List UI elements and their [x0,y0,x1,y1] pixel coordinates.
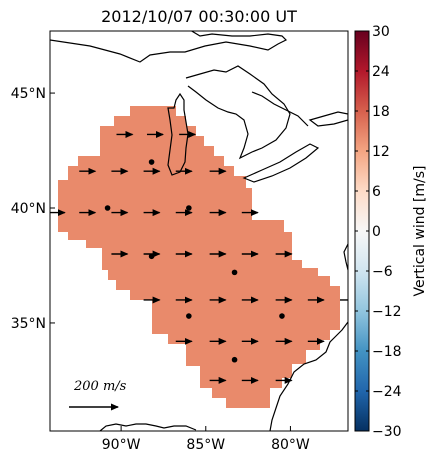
colorbar-tick-label: −18 [372,344,402,360]
map-area: 200 m/s [50,31,348,431]
station-marker [186,313,192,319]
station-marker [186,205,192,211]
colorbar-tick-label: −24 [372,384,402,400]
lat-tick-label: 45°N [11,86,46,102]
lat-tick-label: 35°N [11,316,46,332]
lake-superior-outline [50,31,288,63]
station-marker [231,356,238,363]
lake-michigan-outline [167,92,189,176]
colorbar-tick-label: 18 [372,104,390,120]
lon-tick-label: 85°W [186,437,225,453]
colorbar-tick-label: −12 [372,304,402,320]
lake-erie-outline [242,143,320,183]
map-frame [49,30,349,432]
lat-tick-label: 40°N [11,201,46,217]
latitude-ticks: 45°N 40°N 35°N [11,86,55,332]
georgian-bay-outline [251,91,309,127]
station-marker [104,205,111,211]
wind-vectors [50,130,348,384]
lake-ontario-outline [308,111,348,127]
gulf-coast [99,423,197,431]
lon-tick-label: 90°W [102,437,141,453]
lake-huron-outline [185,65,291,160]
colorbar-tick-label: 0 [372,224,381,240]
station-marker [148,159,155,165]
colorbar-tick-label: 12 [372,144,390,160]
colorbar-tick-label: −6 [372,264,393,280]
station-marker [279,313,285,319]
coastlines [50,31,348,431]
colorbar: 30 24 18 12 6 0 −6 −12 −18 −24 −30 Vertical wind [… [354,24,428,440]
colorbar-tick-label: 6 [372,184,381,200]
longitude-ticks: 90°W 85°W 80°W [102,426,310,453]
colorbar-tick-label: 24 [372,64,390,80]
colorbar-ticks: 30 24 18 12 6 0 −6 −12 −18 −24 −30 [355,24,402,440]
chart-title: 2012/10/07 00:30:00 UT [101,7,297,26]
lon-tick-label: 80°W [271,437,310,453]
colorbar-tick-label: 30 [372,24,390,40]
colorbar-label: Vertical wind [m/s] [412,166,428,297]
colorbar-tick-label: −30 [372,424,402,440]
atlantic-coast [269,243,348,431]
scale-vector-label: 200 m/s [73,379,127,394]
vertical-wind-field [58,106,340,408]
station-marker [231,269,238,276]
